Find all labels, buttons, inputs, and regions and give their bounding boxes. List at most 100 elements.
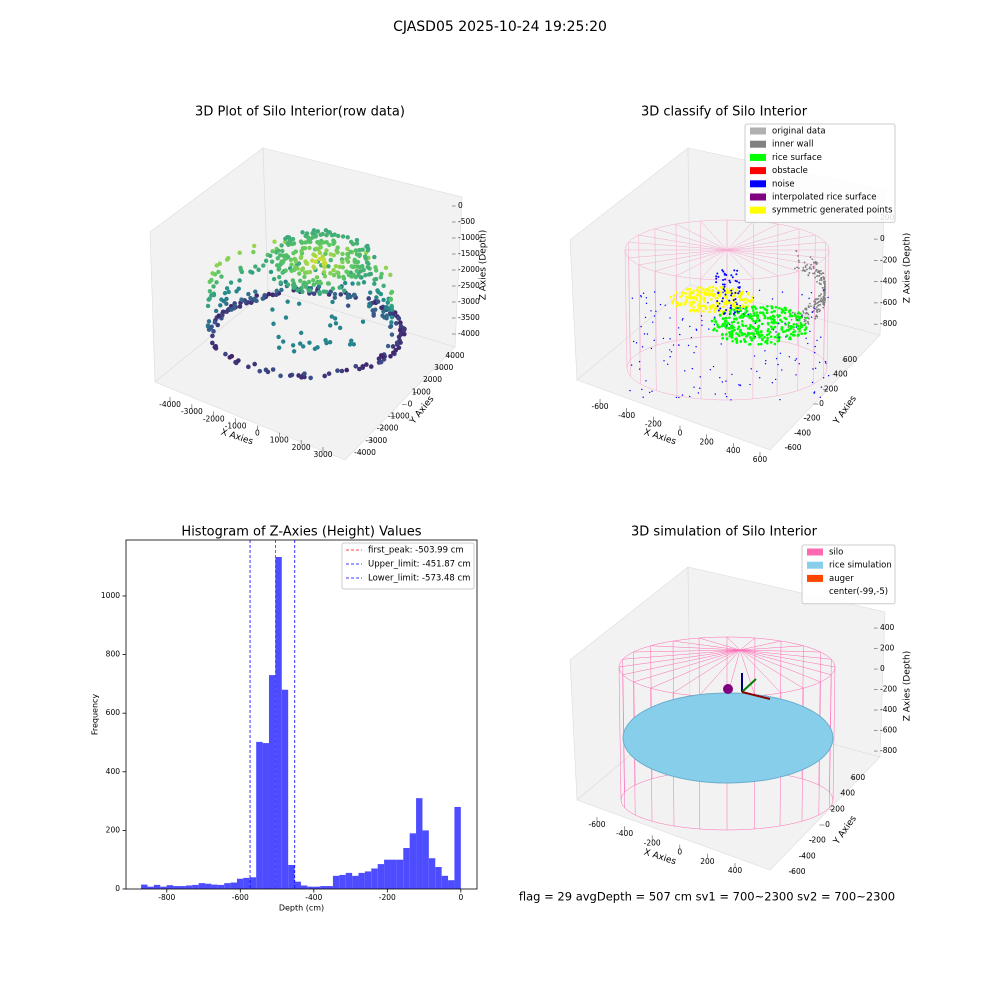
cloud-point [274,288,279,294]
cloud-point [307,340,312,345]
cloud-point [315,239,320,245]
cloud-point [688,301,692,304]
y-tick-label: 0 [825,820,830,829]
cloud-point [206,319,212,324]
cloud-point [301,282,306,287]
cloud-point [778,306,781,310]
cloud-point [345,303,351,308]
cloud-point [695,328,697,330]
cloud-point [807,342,809,345]
x-tick-label: 0 [678,429,683,438]
x-tick-label: -1000 [225,421,247,430]
cloud-point [796,266,799,269]
cloud-point [823,287,826,289]
cloud-point [732,299,735,302]
cloud-point [735,341,739,344]
cloud-point [209,293,214,298]
z-axis-label: Z Axies (Depth) [903,233,913,304]
cloud-point [819,396,822,399]
x-tick-label: -200 [379,893,396,902]
cloud-point [678,344,680,346]
cloud-point [703,300,706,303]
cloud-point [328,270,333,276]
cloud-point [720,324,724,328]
cloud-point [262,293,268,298]
cloud-point [810,316,813,318]
cloud-point [717,275,720,278]
cloud-point [778,322,780,325]
cloud-point [731,373,733,376]
cloud-point [717,309,720,312]
z-tick-label: -3500 [458,313,480,322]
cloud-point [695,293,699,297]
wire-line [700,221,702,338]
cloud-point [750,332,753,335]
cloud-point [238,267,244,273]
wire-line [726,228,800,251]
histogram-bar [211,884,218,889]
cloud-point [790,327,793,330]
wire-line [739,649,836,668]
cloud-point [285,282,291,287]
cloud-point [398,323,404,329]
cloud-point [317,279,323,285]
cloud-point [760,322,764,326]
cloud-point [306,279,312,285]
cloud-point [681,291,684,294]
cloud-point [738,311,741,313]
cloud-point [373,265,378,270]
cloud-point [767,328,770,331]
cloud-point [349,338,354,343]
cloud-point [724,393,726,395]
cloud-point [220,309,226,315]
cloud-point [678,396,680,399]
cloud-point [677,303,681,306]
histogram-bar [294,881,301,889]
cloud-point [769,325,773,328]
x-tick-label: 3000 [313,450,332,459]
chart-title: 3D Plot of Silo Interior(row data) [195,105,405,120]
cloud-point [336,274,342,279]
cloud-point [748,336,752,339]
cloud-point [722,288,725,291]
rice-surface [622,692,834,784]
y-tick-label: -400 [799,851,816,860]
cloud-point [818,275,820,277]
y-tick-label: 600 [843,355,858,364]
histogram-bar [307,886,314,889]
cloud-point [734,291,737,294]
cloud-point [321,269,327,275]
cloud-point [822,302,825,305]
cloud-point [816,339,818,342]
cloud-point [766,304,769,308]
cloud-point [758,289,761,292]
cloud-point [650,310,652,312]
cloud-point [345,235,350,240]
cloud-point [285,299,290,304]
cloud-point [784,329,787,333]
cloud-point [228,280,234,285]
cloud-point [742,307,744,310]
cloud-point [297,271,302,276]
cloud-point [672,294,676,297]
cloud-point [725,380,727,382]
cloud-point [748,325,752,328]
cloud-point [675,305,679,308]
wire-line [654,249,728,272]
cloud-point [728,279,731,282]
cloud-point [798,327,802,331]
z-axis-label: Z Axies (Depth) [903,651,913,722]
cloud-point [361,280,367,285]
cloud-point [721,305,725,309]
cloud-point [730,274,733,277]
cloud-point [283,315,289,320]
cloud-point [778,336,780,338]
cloud-point [794,359,796,362]
cloud-point [311,291,317,297]
cloud-point [756,317,760,320]
histogram-bar [371,868,378,889]
legend-label: noise [772,179,795,189]
cloud-point [737,333,740,336]
cloud-point [688,309,692,313]
cloud-point [322,274,328,279]
